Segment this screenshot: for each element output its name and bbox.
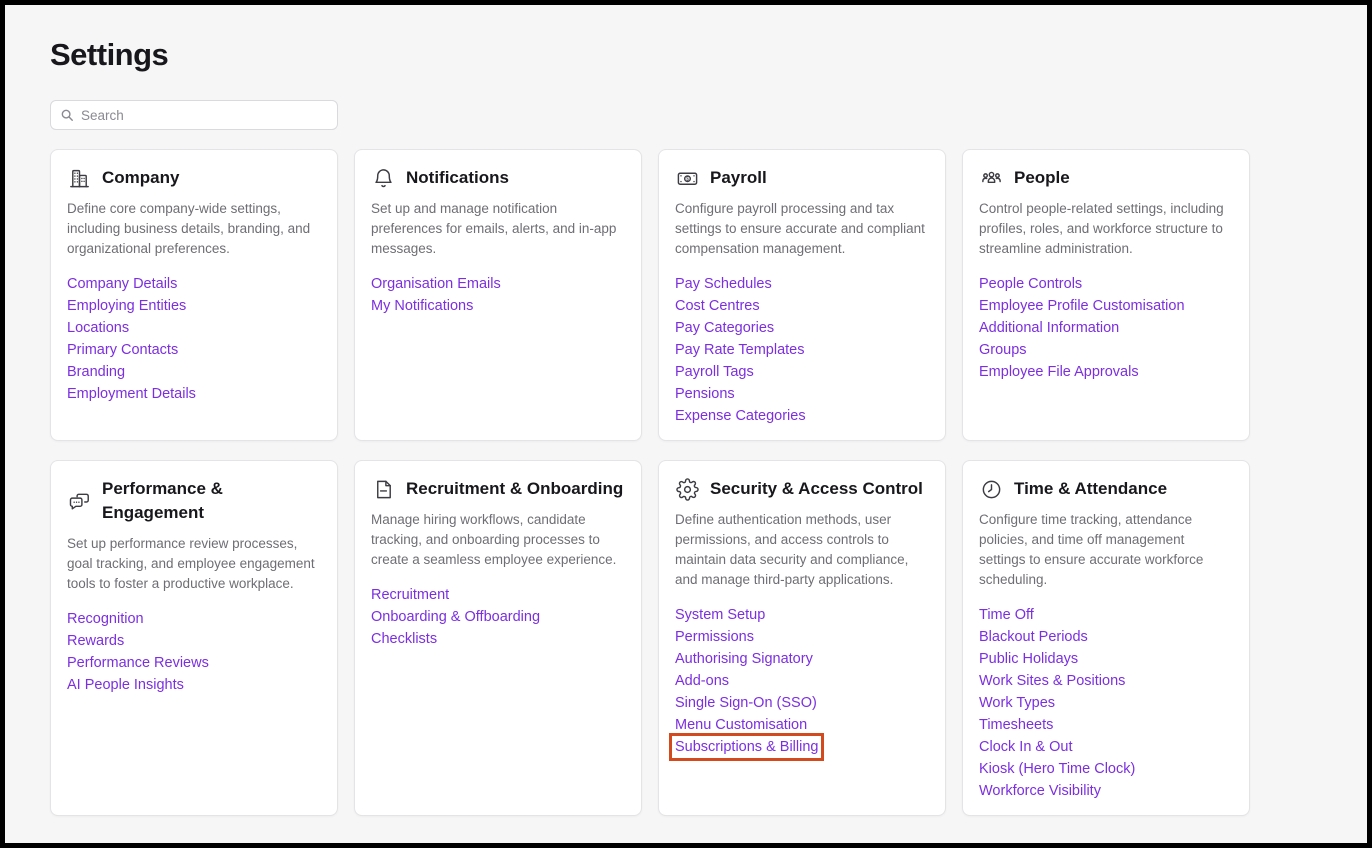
card-title: Time & Attendance <box>1014 479 1168 498</box>
card-header: Time & Attendance <box>979 477 1233 501</box>
settings-card-payroll: $ Payroll Configure payroll processing a… <box>658 149 946 441</box>
settings-link-expense-categories[interactable]: Expense Categories <box>675 408 806 424</box>
card-description: Configure payroll processing and tax set… <box>675 201 925 256</box>
settings-card-grid: Company Define core company-wide setting… <box>50 149 1322 816</box>
settings-link-permissions[interactable]: Permissions <box>675 629 754 645</box>
card-description: Manage hiring workflows, candidate track… <box>371 512 617 567</box>
svg-text:$: $ <box>686 176 689 182</box>
settings-link-single-sign-on-sso[interactable]: Single Sign-On (SSO) <box>675 695 817 711</box>
card-header: People <box>979 166 1233 190</box>
settings-link-authorising-signatory[interactable]: Authorising Signatory <box>675 651 813 667</box>
settings-card-recruitment-onboarding: Recruitment & Onboarding Manage hiring w… <box>354 460 642 816</box>
card-header: Performance & Engagement <box>67 477 321 525</box>
settings-card-people: People Control people-related settings, … <box>962 149 1250 441</box>
card-links: Company Details Employing Entities Locatio… <box>67 276 321 402</box>
settings-card-notifications: Notifications Set up and manage notifica… <box>354 149 642 441</box>
document-icon <box>371 477 395 501</box>
card-title: Recruitment & Onboarding <box>406 479 624 498</box>
page-title: Settings <box>50 37 169 72</box>
search-input[interactable] <box>81 107 328 123</box>
card-header: Notifications <box>371 166 625 190</box>
card-links: Recognition Rewards Performance Reviews AI … <box>67 611 321 693</box>
card-description: Set up and manage notification preferenc… <box>371 201 617 256</box>
settings-link-pay-rate-templates[interactable]: Pay Rate Templates <box>675 342 805 358</box>
settings-link-company-details[interactable]: Company Details <box>67 276 178 292</box>
settings-link-employing-entities[interactable]: Employing Entities <box>67 298 187 314</box>
settings-link-blackout-periods[interactable]: Blackout Periods <box>979 629 1088 645</box>
card-description: Configure time tracking, attendance poli… <box>979 512 1204 587</box>
search-icon <box>61 109 73 121</box>
settings-link-timesheets[interactable]: Timesheets <box>979 717 1054 733</box>
settings-card-performance-engagement: Performance & Engagement Set up performa… <box>50 460 338 816</box>
card-links: People Controls Employee Profile Customis… <box>979 276 1233 380</box>
search-box[interactable] <box>50 100 338 130</box>
settings-link-pay-schedules[interactable]: Pay Schedules <box>675 276 772 292</box>
settings-link-pay-categories[interactable]: Pay Categories <box>675 320 775 336</box>
settings-link-kiosk-hero-time-clock[interactable]: Kiosk (Hero Time Clock) <box>979 761 1136 777</box>
card-title: Payroll <box>710 168 767 187</box>
settings-link-rewards[interactable]: Rewards <box>67 633 125 649</box>
settings-link-recognition[interactable]: Recognition <box>67 611 144 627</box>
settings-link-people-controls[interactable]: People Controls <box>979 276 1083 292</box>
card-header: Security & Access Control <box>675 477 929 501</box>
banknote-icon: $ <box>675 166 699 190</box>
building-icon <box>67 166 91 190</box>
settings-link-branding[interactable]: Branding <box>67 364 126 380</box>
card-header: $ Payroll <box>675 166 929 190</box>
settings-card-security-access-control: Security & Access Control Define authent… <box>658 460 946 816</box>
settings-card-time-attendance: Time & Attendance Configure time trackin… <box>962 460 1250 816</box>
settings-link-employment-details[interactable]: Employment Details <box>67 386 196 402</box>
settings-link-recruitment[interactable]: Recruitment <box>371 587 450 603</box>
bell-icon <box>371 166 395 190</box>
settings-link-work-sites-positions[interactable]: Work Sites & Positions <box>979 673 1126 689</box>
settings-link-time-off[interactable]: Time Off <box>979 607 1034 623</box>
card-links: Recruitment Onboarding & Offboarding Check… <box>371 587 625 647</box>
settings-link-ai-people-insights[interactable]: AI People Insights <box>67 677 184 693</box>
settings-link-add-ons[interactable]: Add-ons <box>675 673 730 689</box>
settings-link-primary-contacts[interactable]: Primary Contacts <box>67 342 179 358</box>
card-links: System Setup Permissions Authorising Signa… <box>668 607 929 761</box>
settings-link-my-notifications[interactable]: My Notifications <box>371 298 474 314</box>
card-links: Time Off Blackout Periods Public Holidays W… <box>979 607 1233 799</box>
card-title: Security & Access Control <box>710 479 923 498</box>
card-description: Set up performance review processes, goa… <box>67 536 315 591</box>
chat-bubbles-icon <box>67 489 91 513</box>
clock-icon <box>979 477 1003 501</box>
settings-link-performance-reviews[interactable]: Performance Reviews <box>67 655 209 671</box>
settings-link-organisation-emails[interactable]: Organisation Emails <box>371 276 501 292</box>
settings-link-employee-profile-customisation[interactable]: Employee Profile Customisation <box>979 298 1185 314</box>
card-header: Company <box>67 166 321 190</box>
card-links: Organisation Emails My Notifications <box>371 276 625 314</box>
card-description: Control people-related settings, includi… <box>979 201 1224 256</box>
card-title: Company <box>102 168 180 187</box>
settings-card-company: Company Define core company-wide setting… <box>50 149 338 441</box>
settings-link-checklists[interactable]: Checklists <box>371 631 438 647</box>
settings-link-workforce-visibility[interactable]: Workforce Visibility <box>979 783 1101 799</box>
settings-link-clock-in-out[interactable]: Clock In & Out <box>979 739 1073 755</box>
settings-link-subscriptions-billing[interactable]: Subscriptions & Billing <box>668 733 825 761</box>
card-title: Performance & Engagement <box>102 479 223 522</box>
settings-link-system-setup[interactable]: System Setup <box>675 607 766 623</box>
card-links: Pay Schedules Cost Centres Pay Categories P… <box>675 276 929 424</box>
settings-link-pensions[interactable]: Pensions <box>675 386 735 402</box>
card-title: People <box>1014 168 1070 187</box>
settings-link-additional-information[interactable]: Additional Information <box>979 320 1120 336</box>
settings-link-cost-centres[interactable]: Cost Centres <box>675 298 760 314</box>
settings-link-public-holidays[interactable]: Public Holidays <box>979 651 1079 667</box>
gear-icon <box>675 477 699 501</box>
settings-link-payroll-tags[interactable]: Payroll Tags <box>675 364 754 380</box>
settings-link-work-types[interactable]: Work Types <box>979 695 1056 711</box>
card-description: Define authentication methods, user perm… <box>675 512 909 587</box>
settings-link-onboarding-offboarding[interactable]: Onboarding & Offboarding <box>371 609 541 625</box>
card-description: Define core company-wide settings, inclu… <box>67 201 311 256</box>
settings-link-groups[interactable]: Groups <box>979 342 1027 358</box>
settings-link-locations[interactable]: Locations <box>67 320 130 336</box>
people-icon <box>979 166 1003 190</box>
settings-link-menu-customisation[interactable]: Menu Customisation <box>675 717 808 733</box>
card-header: Recruitment & Onboarding <box>371 477 625 501</box>
settings-link-employee-file-approvals[interactable]: Employee File Approvals <box>979 364 1139 380</box>
card-title: Notifications <box>406 168 509 187</box>
